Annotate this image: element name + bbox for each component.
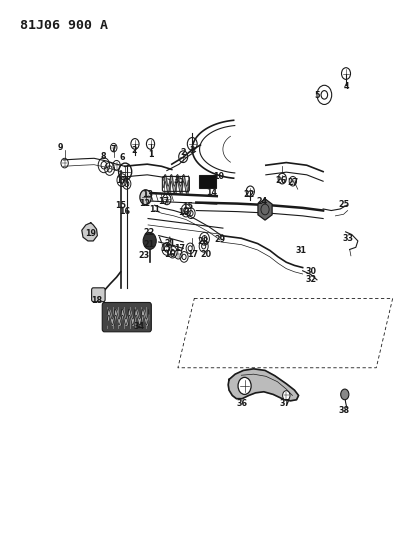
Text: 6: 6 [119, 153, 125, 161]
Text: 24: 24 [256, 197, 267, 206]
Text: 21: 21 [144, 240, 155, 249]
Text: 18: 18 [91, 296, 103, 304]
Text: 29: 29 [214, 235, 225, 244]
Text: 15: 15 [183, 203, 193, 211]
Text: 20: 20 [200, 250, 211, 259]
Text: 27: 27 [288, 179, 299, 187]
Text: 34: 34 [134, 322, 144, 331]
Text: 36: 36 [237, 399, 247, 408]
Text: 16: 16 [179, 208, 189, 217]
FancyBboxPatch shape [102, 303, 151, 332]
Polygon shape [82, 223, 97, 241]
Text: 81J06 900 A: 81J06 900 A [20, 19, 108, 31]
Text: 37: 37 [280, 399, 291, 408]
Text: 14: 14 [207, 189, 217, 197]
Text: 32: 32 [305, 275, 317, 284]
Text: 8: 8 [100, 152, 106, 160]
Text: 11: 11 [149, 205, 160, 214]
Text: 19: 19 [85, 229, 96, 238]
Text: 17: 17 [188, 250, 198, 259]
Text: 22: 22 [144, 229, 155, 237]
Polygon shape [258, 199, 272, 220]
Text: 17: 17 [158, 197, 169, 206]
Text: 7: 7 [110, 145, 116, 154]
Text: 15: 15 [160, 245, 171, 253]
FancyBboxPatch shape [199, 175, 216, 188]
FancyBboxPatch shape [92, 288, 105, 302]
Text: 17: 17 [117, 176, 127, 184]
Circle shape [283, 391, 290, 400]
Text: 10: 10 [213, 173, 224, 181]
Text: 15: 15 [115, 201, 126, 209]
Circle shape [143, 232, 156, 249]
Text: 3: 3 [189, 146, 195, 155]
Text: 33: 33 [343, 234, 354, 243]
Circle shape [238, 377, 251, 394]
Text: 23: 23 [138, 252, 150, 260]
Text: 16: 16 [164, 251, 175, 259]
Text: 17: 17 [175, 244, 185, 253]
Text: 31: 31 [295, 246, 306, 255]
Text: 4: 4 [344, 82, 350, 91]
Text: 12: 12 [139, 199, 150, 207]
Text: 26: 26 [276, 176, 287, 185]
Text: 25: 25 [339, 200, 350, 208]
Text: 38: 38 [339, 406, 350, 415]
Text: 9: 9 [58, 143, 63, 151]
Text: 22: 22 [244, 190, 255, 199]
Text: 5: 5 [314, 92, 320, 100]
Text: 1: 1 [148, 150, 154, 159]
Text: 13: 13 [142, 190, 153, 198]
Text: 2: 2 [131, 147, 137, 155]
Polygon shape [228, 369, 299, 401]
Text: 21: 21 [164, 239, 175, 248]
Text: 35: 35 [174, 176, 184, 185]
Circle shape [341, 389, 349, 400]
Text: 30: 30 [306, 268, 316, 276]
Text: 16: 16 [119, 207, 130, 215]
Circle shape [140, 190, 151, 205]
Text: 2: 2 [180, 148, 186, 157]
Text: 28: 28 [198, 237, 209, 246]
